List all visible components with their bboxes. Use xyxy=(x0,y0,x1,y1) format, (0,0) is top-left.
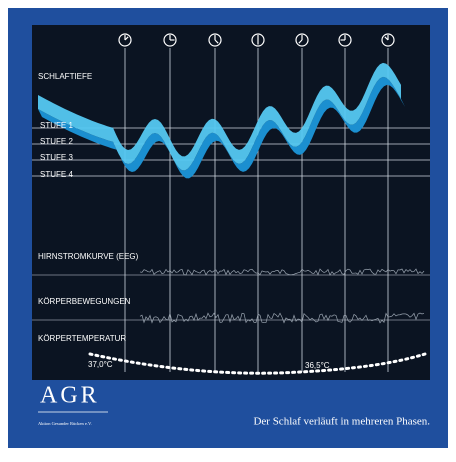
sleep-depth-label: SCHLAFTIEFE xyxy=(38,72,92,81)
grid xyxy=(32,48,430,372)
stage-label: STUFE 1 xyxy=(40,121,73,130)
clock xyxy=(338,33,352,47)
stage-label: STUFE 2 xyxy=(40,137,73,146)
clock xyxy=(208,33,222,47)
clock xyxy=(381,33,395,47)
caption: Der Schlaf verläuft in mehreren Phasen. xyxy=(253,416,430,428)
clock-hand xyxy=(214,39,219,44)
logo: AGR xyxy=(40,383,100,409)
temperature-curve xyxy=(88,352,427,375)
temperature-start: 37,0°C xyxy=(88,360,113,369)
movement-label: KÖRPERBEWEGUNGEN xyxy=(38,297,131,306)
clock xyxy=(251,33,265,47)
clock xyxy=(163,33,177,47)
eeg-label: HIRNSTROMKURVE (EEG) xyxy=(38,252,139,261)
stage-label: STUFE 4 xyxy=(40,170,73,179)
temperature-low: 36,5°C xyxy=(305,361,330,370)
panel xyxy=(32,25,430,380)
clock xyxy=(295,33,309,47)
movement-curve xyxy=(139,311,425,324)
clock xyxy=(118,33,132,47)
clock-hand xyxy=(298,39,303,44)
organization: Aktion Gesunder Rücken e.V. xyxy=(38,421,92,426)
temperature-label: KÖRPERTEMPERATUR xyxy=(38,334,126,343)
stage-label: STUFE 3 xyxy=(40,153,73,162)
eeg-curve xyxy=(139,268,425,276)
